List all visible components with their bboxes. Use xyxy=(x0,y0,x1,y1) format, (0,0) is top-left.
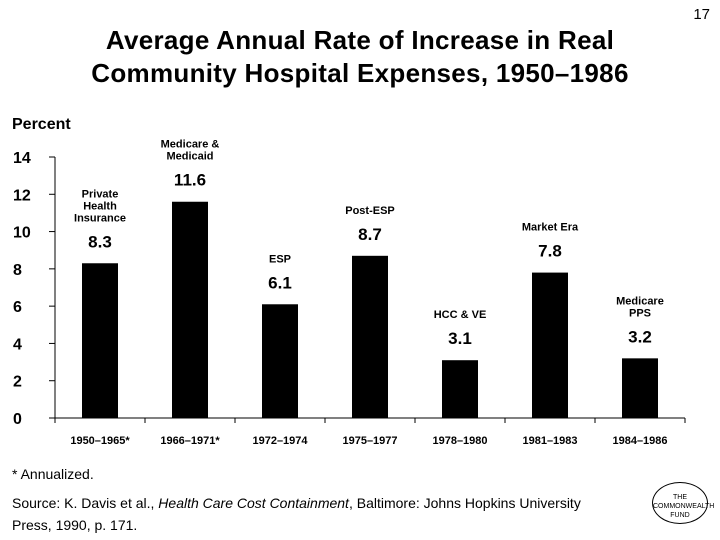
logo-line-3: FUND xyxy=(670,512,690,519)
y-tick-label: 0 xyxy=(13,411,22,428)
y-tick-label: 4 xyxy=(13,336,22,353)
chart-title: Average Annual Rate of Increase in Real … xyxy=(0,24,720,90)
chart-title-line-2: Community Hospital Expenses, 1950–1986 xyxy=(91,58,629,88)
x-tick-label: 1966–1971* xyxy=(160,435,220,447)
x-tick-label: 1981–1983 xyxy=(522,435,577,447)
bar xyxy=(352,255,388,418)
y-tick-label: 12 xyxy=(13,187,31,204)
commonwealth-fund-logo: THE COMMONWEALTH FUND xyxy=(652,482,715,524)
source-suffix: , Baltimore: Johns Hopkins University Pr… xyxy=(12,495,581,533)
y-tick-label: 14 xyxy=(13,150,31,167)
x-tick-label: 1950–1965* xyxy=(70,435,130,447)
era-annotation: Market Era xyxy=(522,222,579,234)
y-tick-label: 6 xyxy=(13,299,22,316)
era-annotation: ESP xyxy=(269,253,291,265)
x-tick-label: 1975–1977 xyxy=(342,435,397,447)
y-tick-label: 8 xyxy=(13,262,22,279)
data-label: 7.8 xyxy=(538,242,562,261)
bar xyxy=(532,272,568,418)
data-label: 8.3 xyxy=(88,232,112,251)
data-label: 3.1 xyxy=(448,329,472,348)
bar xyxy=(622,358,658,418)
footnote: * Annualized. xyxy=(12,466,94,482)
chart-title-line-1: Average Annual Rate of Increase in Real xyxy=(105,25,615,55)
era-annotation: Private xyxy=(82,188,119,200)
era-annotation: Insurance xyxy=(74,212,126,224)
logo-line-2: COMMONWEALTH xyxy=(653,503,715,510)
page-number: 17 xyxy=(693,6,710,23)
y-axis-label: Percent xyxy=(12,116,71,133)
era-annotation: Health xyxy=(83,200,117,212)
x-tick-label: 1984–1986 xyxy=(612,435,667,447)
era-annotation: Post-ESP xyxy=(345,205,395,217)
era-annotation: PPS xyxy=(629,307,651,319)
era-annotation: Medicaid xyxy=(166,151,213,163)
y-tick-label: 2 xyxy=(13,374,22,391)
bar xyxy=(172,201,208,418)
era-annotation: Medicare xyxy=(616,295,664,307)
source-citation: Source: K. Davis et al., Health Care Cos… xyxy=(12,492,612,536)
logo-line-1: THE xyxy=(673,494,687,501)
source-prefix: Source: K. Davis et al., xyxy=(12,495,159,511)
bar xyxy=(262,304,298,418)
data-label: 8.7 xyxy=(358,225,382,244)
data-label: 11.6 xyxy=(174,171,206,190)
bar xyxy=(442,360,478,418)
data-label: 6.1 xyxy=(268,273,292,292)
era-annotation: Medicare & xyxy=(161,139,220,151)
y-tick-label: 10 xyxy=(13,225,31,242)
x-tick-label: 1972–1974 xyxy=(252,435,308,447)
x-tick-label: 1978–1980 xyxy=(432,435,487,447)
data-label: 3.2 xyxy=(628,327,652,346)
bar xyxy=(82,263,118,418)
era-annotation: HCC & VE xyxy=(434,309,487,321)
source-book-title: Health Care Cost Containment xyxy=(158,495,349,511)
